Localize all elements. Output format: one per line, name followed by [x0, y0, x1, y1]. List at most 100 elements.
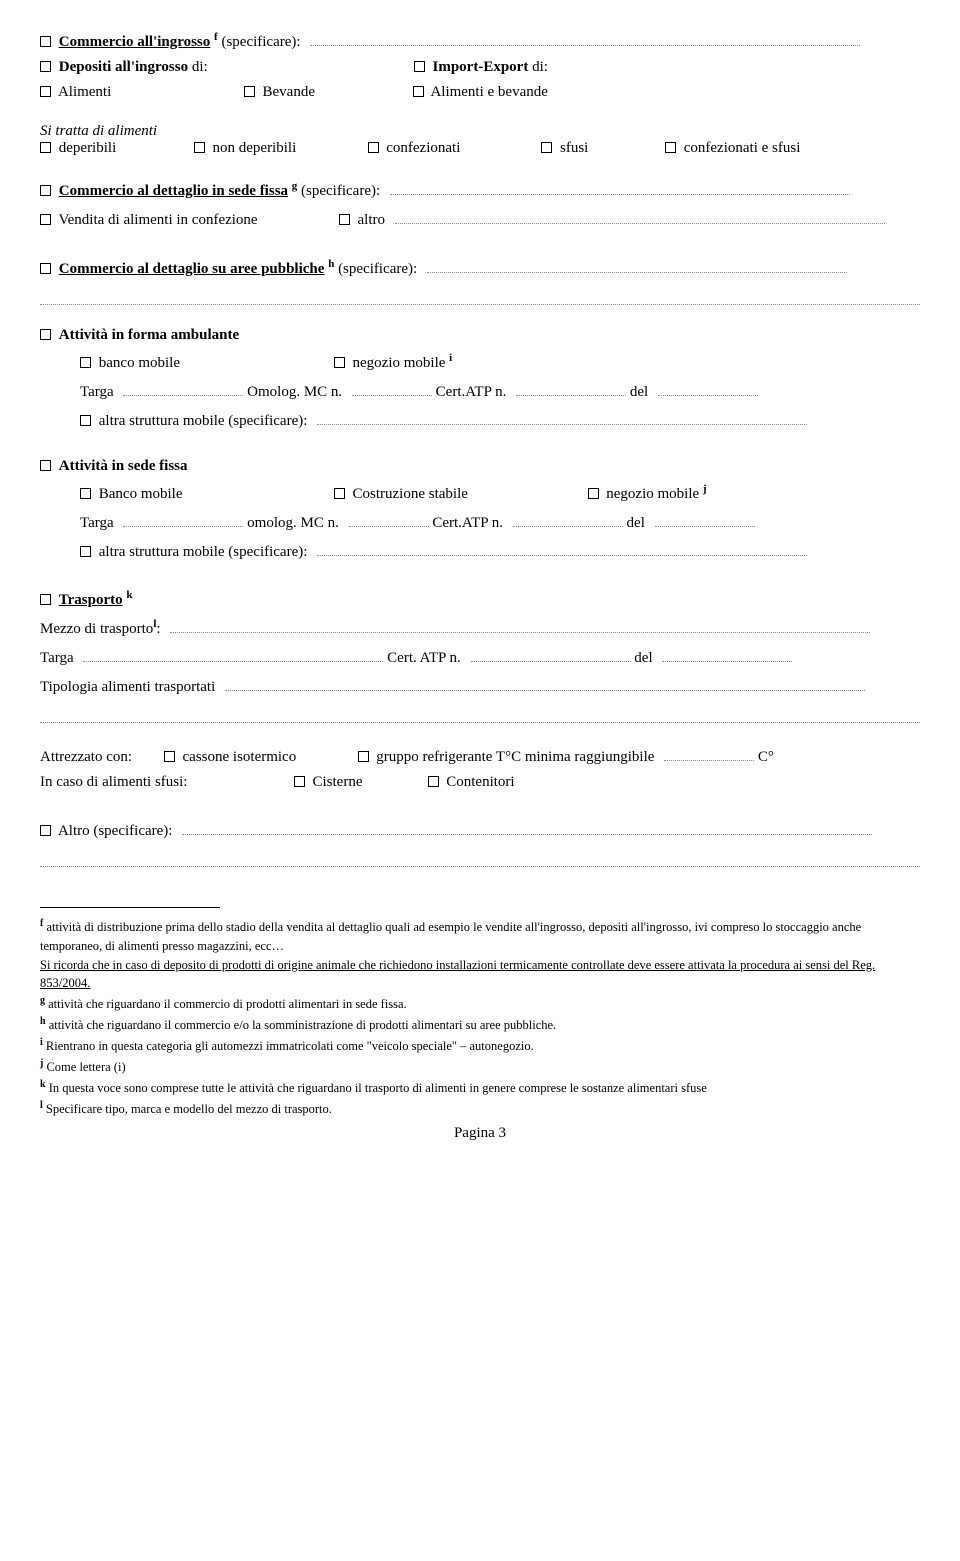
- checkbox-icon[interactable]: [80, 546, 91, 557]
- label-bevande: Bevande: [263, 84, 315, 100]
- input-line-full[interactable]: [40, 848, 920, 867]
- fn-h: attività che riguardano il commercio e/o…: [49, 1018, 556, 1032]
- input-line[interactable]: [471, 646, 631, 662]
- input-line[interactable]: [664, 745, 754, 761]
- input-line[interactable]: [317, 409, 807, 425]
- checkbox-icon[interactable]: [428, 776, 439, 787]
- checkbox-icon[interactable]: [334, 357, 345, 368]
- checkbox-icon[interactable]: [40, 185, 51, 196]
- checkbox-icon[interactable]: [244, 86, 255, 97]
- checkbox-icon[interactable]: [334, 488, 345, 499]
- input-line-full[interactable]: [40, 704, 920, 723]
- fn-l: Specificare tipo, marca e modello del me…: [46, 1102, 332, 1116]
- input-line[interactable]: [170, 617, 870, 633]
- label-negozio6: negozio mobile: [606, 486, 699, 502]
- label-omolog6: omolog. MC n.: [247, 515, 339, 531]
- row-alimenti-bevande: Alimenti Bevande Alimenti e bevande: [40, 84, 920, 101]
- row-ambulante-altra: altra struttura mobile (specificare):: [80, 409, 920, 430]
- fn-f-u: Si ricorda che in caso di deposito di pr…: [40, 958, 875, 991]
- label-confez: confezionati: [386, 140, 460, 156]
- row-mezzo: Mezzo di trasportol:: [40, 617, 920, 638]
- title-trasporto: Trasporto: [59, 592, 123, 608]
- sup-f: f: [214, 31, 218, 43]
- checkbox-icon[interactable]: [368, 142, 379, 153]
- row-commercio-ingrosso: Commercio all'ingrosso f (specificare):: [40, 30, 920, 51]
- input-line[interactable]: [352, 380, 432, 396]
- input-line[interactable]: [182, 819, 872, 835]
- checkbox-icon[interactable]: [80, 357, 91, 368]
- label-altro9: Altro (specificare):: [58, 823, 173, 839]
- label-di2: di:: [532, 59, 548, 75]
- row-ambulante: Attività in forma ambulante: [40, 327, 920, 344]
- checkbox-icon[interactable]: [40, 142, 51, 153]
- title-dettaglio-fissa: Commercio al dettaglio in sede fissa: [59, 183, 288, 199]
- input-line[interactable]: [513, 511, 623, 527]
- label-targa7: Targa: [40, 650, 74, 666]
- sup-g: g: [292, 180, 298, 192]
- checkbox-icon[interactable]: [339, 214, 350, 225]
- input-line[interactable]: [83, 646, 383, 662]
- checkbox-icon[interactable]: [40, 61, 51, 72]
- checkbox-icon[interactable]: [40, 86, 51, 97]
- label-confezsfusi: confezionati e sfusi: [684, 140, 801, 156]
- input-line[interactable]: [123, 511, 243, 527]
- input-line[interactable]: [395, 208, 885, 224]
- checkbox-icon[interactable]: [294, 776, 305, 787]
- checkbox-icon[interactable]: [40, 214, 51, 225]
- label-cassone: cassone isotermico: [183, 749, 297, 765]
- checkbox-icon[interactable]: [413, 86, 424, 97]
- label-di: di:: [192, 59, 208, 75]
- checkbox-icon[interactable]: [414, 61, 425, 72]
- sup-k: k: [126, 589, 132, 601]
- label-cisterne: Cisterne: [313, 774, 363, 790]
- row-sedefissa-opts: Banco mobile Costruzione stabile negozio…: [80, 483, 920, 503]
- row-trasporto-targa: Targa Cert. ATP n. del: [40, 646, 920, 667]
- input-line[interactable]: [658, 380, 758, 396]
- checkbox-icon[interactable]: [665, 142, 676, 153]
- label-del6: del: [627, 515, 645, 531]
- fn-k: In questa voce sono comprese tutte le at…: [49, 1081, 707, 1095]
- checkbox-icon[interactable]: [40, 594, 51, 605]
- checkbox-icon[interactable]: [40, 329, 51, 340]
- checkbox-icon[interactable]: [541, 142, 552, 153]
- row-sedefissa-altra: altra struttura mobile (specificare):: [80, 540, 920, 561]
- label-del7: del: [634, 650, 652, 666]
- input-line[interactable]: [317, 540, 807, 556]
- label-certatp6: Cert.ATP n.: [432, 515, 503, 531]
- checkbox-icon[interactable]: [164, 751, 175, 762]
- checkbox-icon[interactable]: [40, 460, 51, 471]
- input-line[interactable]: [349, 511, 429, 527]
- input-line[interactable]: [225, 675, 865, 691]
- checkbox-icon[interactable]: [194, 142, 205, 153]
- heading-si-tratta: Si tratta di alimenti: [40, 123, 920, 140]
- checkbox-icon[interactable]: [80, 415, 91, 426]
- input-line[interactable]: [390, 179, 850, 195]
- label-incaso: In caso di alimenti sfusi:: [40, 774, 290, 791]
- checkbox-icon[interactable]: [40, 36, 51, 47]
- fn-g: attività che riguardano il commercio di …: [48, 997, 407, 1011]
- label-alimenti: Alimenti: [58, 84, 111, 100]
- label-del: del: [630, 384, 648, 400]
- checkbox-icon[interactable]: [588, 488, 599, 499]
- input-line[interactable]: [310, 30, 860, 46]
- checkbox-icon[interactable]: [80, 488, 91, 499]
- label-cdeg: C°: [758, 749, 774, 765]
- row-tipi-alimenti: deperibili non deperibili confezionati s…: [40, 140, 920, 157]
- checkbox-icon[interactable]: [358, 751, 369, 762]
- checkbox-icon[interactable]: [40, 825, 51, 836]
- label-spec3: (specificare):: [301, 183, 380, 199]
- checkbox-icon[interactable]: [40, 263, 51, 274]
- input-line[interactable]: [655, 511, 755, 527]
- heading-ambulante: Attività in forma ambulante: [59, 327, 239, 343]
- row-incaso: In caso di alimenti sfusi: Cisterne Cont…: [40, 774, 920, 791]
- input-line[interactable]: [662, 646, 792, 662]
- footnotes: f attività di distribuzione prima dello …: [40, 916, 920, 1119]
- label-altra: altra struttura mobile (specificare):: [99, 413, 308, 429]
- label-gruppo: gruppo refrigerante T°C minima raggiungi…: [376, 749, 654, 765]
- input-line[interactable]: [123, 380, 243, 396]
- input-line[interactable]: [427, 257, 847, 273]
- input-line-full[interactable]: [40, 286, 920, 305]
- sup-h: h: [328, 258, 334, 270]
- label-deperibili: deperibili: [59, 140, 116, 156]
- input-line[interactable]: [516, 380, 626, 396]
